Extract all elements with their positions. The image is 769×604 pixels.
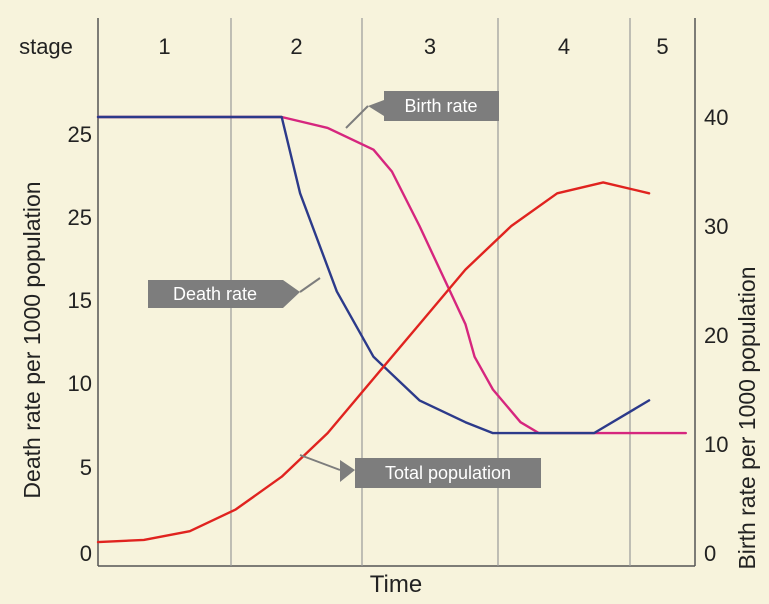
- death-rate-callout-text: Death rate: [173, 284, 257, 304]
- stage-label: 4: [558, 34, 570, 59]
- stage-label: 5: [656, 34, 668, 59]
- left-tick-label: 25: [68, 205, 92, 230]
- death-rate-callout-pointer: [283, 280, 300, 308]
- total-population-callout-leader: [299, 454, 341, 471]
- total-population-callout: Total population: [299, 454, 541, 488]
- stage-labels: 1 2 3 4 5: [158, 34, 668, 59]
- stage-label: 2: [290, 34, 302, 59]
- series-lines: [96, 115, 687, 544]
- right-tick-label: 20: [704, 323, 728, 348]
- total-population-callout-pointer: [340, 460, 355, 482]
- right-tick-label: 40: [704, 105, 728, 130]
- right-axis-ticks: 0 10 20 30 40: [704, 105, 728, 566]
- death-rate-callout-leader: [299, 277, 321, 293]
- birth-rate-callout-box: [384, 91, 499, 121]
- stage-label: 3: [424, 34, 436, 59]
- y-axis-left-label: Death rate per 1000 population: [19, 181, 45, 498]
- right-tick-label: 30: [704, 214, 728, 239]
- total-population-callout-text: Total population: [385, 463, 511, 483]
- birth-rate-callout-text: Birth rate: [404, 96, 477, 116]
- death-rate-line: [96, 115, 651, 435]
- left-tick-label: 10: [68, 371, 92, 396]
- birth-rate-callout-leader: [345, 105, 369, 129]
- right-tick-label: 0: [704, 541, 716, 566]
- total-population-callout-box: [355, 458, 541, 488]
- left-tick-label: 5: [80, 455, 92, 480]
- x-axis-label: Time: [370, 571, 422, 598]
- left-tick-label: 25: [68, 122, 92, 147]
- death-rate-callout-box: [148, 280, 283, 308]
- stage-label: 1: [158, 34, 170, 59]
- death-rate-callout: Death rate: [148, 277, 321, 308]
- birth-rate-callout: Birth rate: [345, 91, 499, 129]
- left-tick-label: 0: [80, 541, 92, 566]
- left-axis-ticks: 0 5 10 15 25 25: [68, 122, 92, 566]
- stage-header: stage: [19, 34, 73, 59]
- y-axis-right-label: Birth rate per 1000 population: [734, 266, 760, 569]
- total-population-line: [96, 181, 651, 544]
- birth-rate-callout-pointer: [368, 100, 384, 116]
- left-tick-label: 15: [68, 288, 92, 313]
- right-tick-label: 10: [704, 432, 728, 457]
